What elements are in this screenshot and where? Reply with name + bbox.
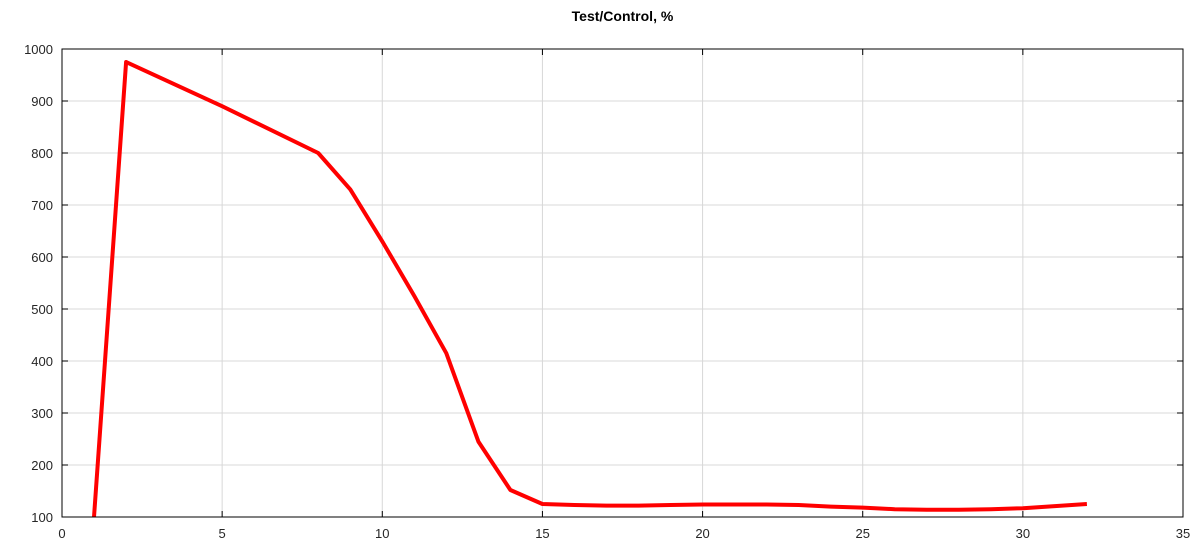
- x-tick-label: 25: [855, 526, 869, 541]
- tick-layer: 0 5 10 15 20 25 30 35 100 200 300 400 500 600 700 800 90…: [24, 42, 1190, 541]
- x-tick-label: 35: [1176, 526, 1190, 541]
- y-tick-label: 800: [31, 146, 53, 161]
- y-tick-label: 400: [31, 354, 53, 369]
- y-tick-label: 300: [31, 406, 53, 421]
- x-tick-label: 5: [219, 526, 226, 541]
- y-tick-label: 1000: [24, 42, 53, 57]
- y-tick-label: 600: [31, 250, 53, 265]
- y-tick-label: 900: [31, 94, 53, 109]
- y-tick-label: 100: [31, 510, 53, 525]
- y-tick-label: 200: [31, 458, 53, 473]
- x-tick-label: 0: [58, 526, 65, 541]
- x-tick-label: 10: [375, 526, 389, 541]
- y-tick-label: 500: [31, 302, 53, 317]
- x-tick-label: 20: [695, 526, 709, 541]
- x-tick-label: 15: [535, 526, 549, 541]
- series-line: [92, 60, 1088, 518]
- y-tick-label: 700: [31, 198, 53, 213]
- chart-title: Test/Control, %: [571, 8, 674, 24]
- series-layer: [92, 60, 1088, 518]
- x-tick-label: 30: [1016, 526, 1030, 541]
- plot-frame: [61, 48, 1184, 518]
- grid-layer: [62, 49, 1183, 517]
